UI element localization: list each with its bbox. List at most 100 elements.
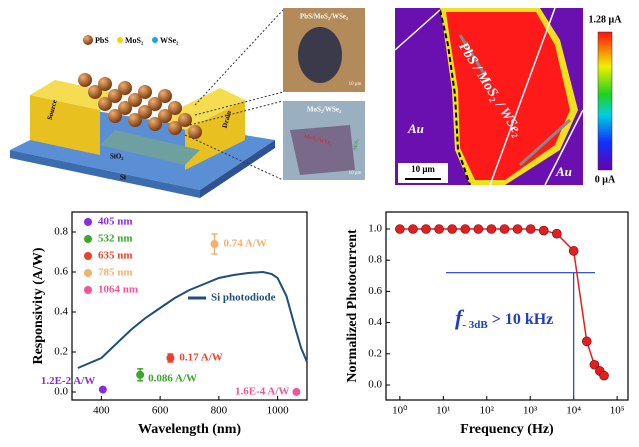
data-point [166, 354, 175, 362]
plot-frame [385, 211, 629, 401]
data-point [552, 228, 562, 239]
legend-marker [84, 252, 92, 260]
channel [100, 130, 200, 165]
annotation: f- 3dB > 10 kHz [455, 305, 553, 330]
responsivity-chart: 400 600 800 1000 0.0 0.2 0.4 0.6 0.8 Wavelength (… [31, 211, 308, 437]
y-tick-label: 0.4 [368, 316, 382, 328]
oxide-label: SiO₂ [110, 153, 123, 161]
y-axis-label: Normalized Photocurrent [345, 229, 360, 383]
pbs-dot [148, 117, 162, 131]
legend-label: Si photodiode [211, 292, 276, 304]
pbs-dot [138, 105, 152, 119]
x-tick-label: 10² [480, 405, 495, 417]
pbs-dot [78, 73, 92, 87]
pbs-dot [88, 85, 102, 99]
flake [298, 27, 342, 83]
data-point [408, 224, 418, 234]
y-tick-label: 0.6 [368, 285, 382, 297]
substrate-side [200, 140, 275, 198]
boundary [544, 109, 584, 186]
y-tick-label: 0.2 [368, 347, 382, 359]
value-label: 1.2E-2 A/W [41, 375, 95, 387]
data-point [421, 224, 431, 234]
photocurrent-map: PbS / MoS₂ / WSe₂ Au Au 10 μm 1.28 μA 0 … [394, 7, 623, 186]
scale-label: 10 μm [411, 164, 435, 174]
callout-line [184, 134, 284, 181]
arrow [458, 34, 487, 76]
inset-title: PbS/MoS₂/WSe₂ [300, 13, 348, 21]
y-tick-label: 0.6 [54, 266, 68, 278]
pbs-dot [188, 125, 202, 139]
legend-label: WSe₂ [160, 36, 179, 45]
legend-marker [84, 269, 92, 277]
y-tick-label: 0.4 [54, 306, 68, 318]
legend-pbs [83, 35, 93, 45]
reference-line [77, 270, 308, 369]
colorbar-max: 1.28 μA [589, 14, 623, 25]
legend-mos2 [117, 37, 123, 43]
x-tick-label: 1000 [267, 405, 290, 417]
boundary [489, 7, 556, 186]
drain-electrode [185, 100, 245, 170]
pbs-dot [158, 109, 172, 123]
data-point [599, 370, 609, 381]
annotation-subscript: - 3dB [462, 319, 488, 331]
pbs-dot [98, 77, 112, 91]
pbs-dot [168, 121, 182, 135]
x-tick-label: 10⁴ [566, 405, 581, 417]
legend-label: PbS [95, 36, 109, 45]
plot-frame [71, 211, 308, 401]
value-label: 0.17 A/W [179, 352, 222, 364]
pbs-dot [168, 101, 182, 115]
data-point [292, 387, 301, 396]
pbs-dot [108, 89, 122, 103]
pbs-dot [128, 113, 142, 127]
pbs-dot [108, 109, 122, 123]
data-point [434, 224, 444, 234]
pbs-dot [158, 89, 172, 103]
legend-label: 635 nm [98, 250, 133, 262]
data-point [136, 370, 145, 379]
data-point [447, 224, 457, 234]
legend-label: 785 nm [98, 267, 133, 279]
x-tick-label: 10¹ [436, 405, 450, 417]
legend-label: MoS₂ [125, 36, 144, 45]
microscope-insets: PbS/MoS₂/WSe₂ 10 μm MoS₂/WSe₂ MoS₂/WSe₂ … [283, 8, 365, 180]
data-point [486, 224, 497, 234]
data-point [210, 240, 219, 248]
flake [446, 12, 570, 180]
annotation-text: > 10 kHz [488, 311, 554, 328]
data-point [581, 336, 592, 347]
data-point [98, 385, 107, 394]
y-tick-label: 0.0 [54, 386, 68, 398]
legend-label: 405 nm [98, 216, 133, 228]
x-tick-label: 10³ [523, 405, 538, 417]
source-electrode [30, 95, 100, 155]
legend-label: 1064 nm [98, 284, 138, 296]
pbs-dot [118, 81, 132, 95]
legend-marker [84, 218, 92, 226]
data-point [473, 224, 484, 234]
y-tick-label: 0.0 [368, 379, 382, 391]
inset-label: MoS₂ [353, 138, 360, 150]
x-tick-label: 800 [211, 405, 228, 417]
y-axis-label: Responsivity (A/W) [31, 247, 46, 364]
x-tick-label: 400 [93, 405, 110, 417]
value-label: 0.086 A/W [148, 372, 197, 384]
x-tick-label: 10⁵ [610, 405, 625, 417]
y-tick-label: 1.0 [368, 223, 382, 235]
boundary [394, 9, 441, 51]
x-axis-label: Frequency (Hz) [460, 422, 554, 437]
data-point [460, 224, 471, 234]
callout-line [189, 100, 284, 126]
y-tick-label: 0.8 [54, 226, 68, 238]
annotation-symbol: f [455, 305, 465, 330]
callout-line [194, 9, 284, 106]
legend-label: 532 nm [98, 233, 133, 245]
substrate-edge [10, 150, 200, 198]
pbs-dot [118, 101, 132, 115]
callout-line [194, 91, 284, 116]
data-point [512, 224, 523, 234]
x-tick-label: 600 [152, 405, 169, 417]
